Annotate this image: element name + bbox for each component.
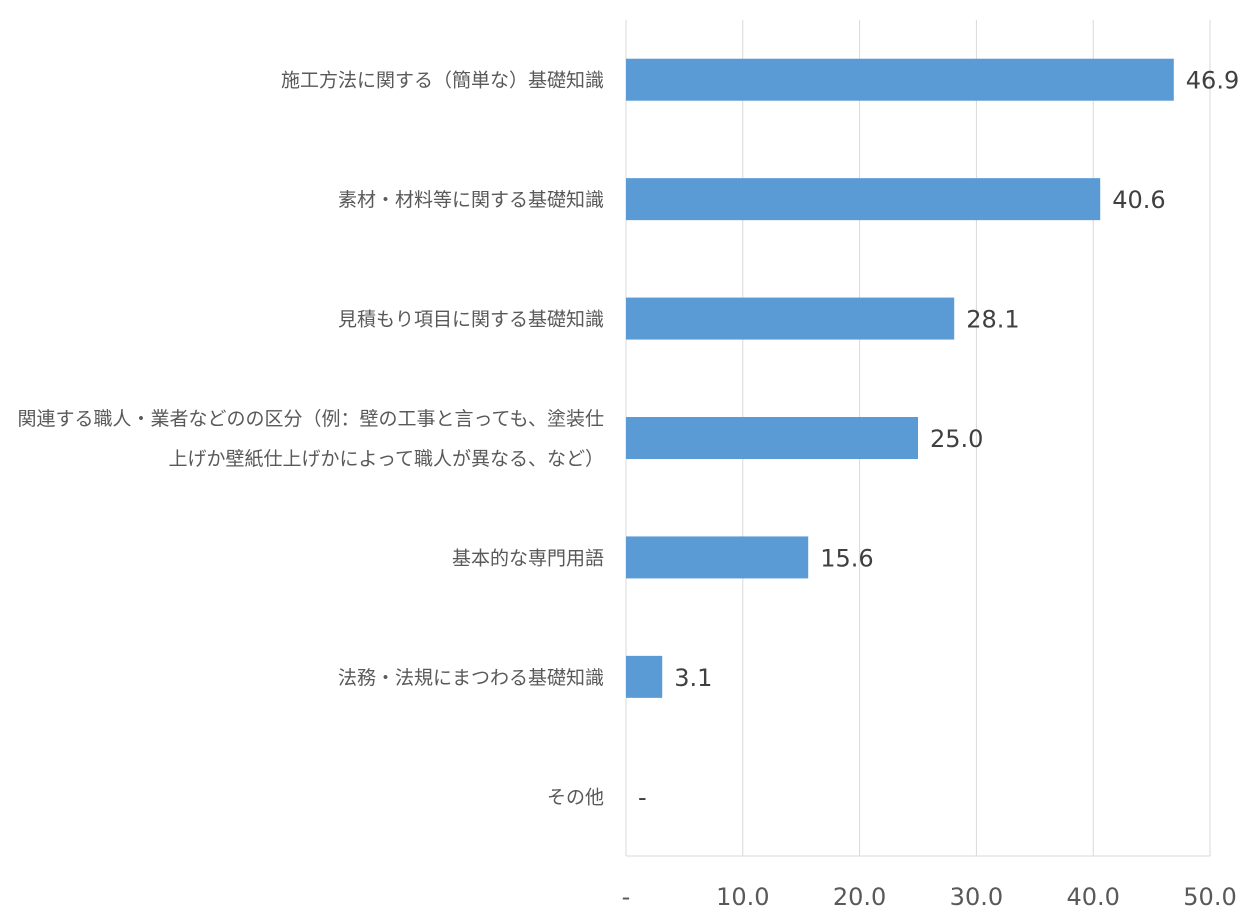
category-label: 施工方法に関する（簡単な）基礎知識 bbox=[281, 70, 604, 92]
x-tick-label: 30.0 bbox=[950, 883, 1003, 911]
data-label: 15.6 bbox=[820, 544, 873, 572]
data-label: 40.6 bbox=[1112, 186, 1165, 214]
category-label: 見積もり項目に関する基礎知識 bbox=[338, 309, 604, 331]
x-tick-label: 50.0 bbox=[1183, 883, 1236, 911]
x-tick-label: 10.0 bbox=[716, 883, 769, 911]
data-label: - bbox=[638, 783, 647, 811]
x-tick-label: 20.0 bbox=[833, 883, 886, 911]
category-label: 基本的な専門用語 bbox=[452, 547, 604, 569]
x-tick-label: 40.0 bbox=[1066, 883, 1119, 911]
category-labels: 施工方法に関する（簡単な）基礎知識素材・材料等に関する基礎知識見積もり項目に関す… bbox=[17, 70, 604, 809]
bar bbox=[626, 536, 809, 579]
bar bbox=[626, 178, 1101, 221]
bar bbox=[626, 655, 663, 698]
data-label: 28.1 bbox=[966, 306, 1019, 334]
category-label: その他 bbox=[547, 786, 604, 808]
bar bbox=[626, 58, 1174, 101]
x-axis-tick-labels: - 10.0 20.0 30.0 40.0 50.0 bbox=[622, 883, 1237, 911]
data-label: 46.9 bbox=[1186, 67, 1239, 95]
data-label: 25.0 bbox=[930, 425, 983, 453]
category-label: 法務・法規にまつわる基礎知識 bbox=[338, 667, 604, 689]
data-labels: 46.9 40.6 28.1 25.0 15.6 3.1 - bbox=[638, 67, 1239, 812]
category-label: 素材・材料等に関する基礎知識 bbox=[338, 189, 604, 211]
data-label: 3.1 bbox=[674, 664, 712, 692]
bar bbox=[626, 297, 955, 340]
x-tick-label: - bbox=[622, 883, 631, 911]
category-label: 関連する職人・業者などのの区分（例：壁の工事と言っても、塗装仕上げか壁紙仕上げか… bbox=[17, 407, 604, 470]
bars bbox=[626, 58, 1174, 698]
bar bbox=[626, 417, 918, 459]
